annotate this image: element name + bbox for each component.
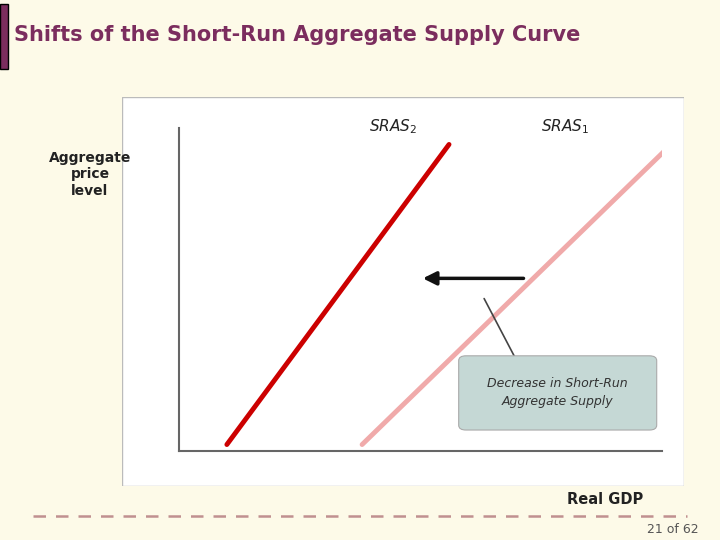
Text: Real GDP: Real GDP bbox=[567, 492, 643, 507]
Text: $SRAS_1$: $SRAS_1$ bbox=[541, 118, 589, 137]
Text: Aggregate
price
level: Aggregate price level bbox=[49, 151, 131, 198]
FancyBboxPatch shape bbox=[122, 97, 684, 486]
Text: Decrease in Short-Run
Aggregate Supply: Decrease in Short-Run Aggregate Supply bbox=[487, 377, 628, 408]
Text: Shifts of the Short-Run Aggregate Supply Curve: Shifts of the Short-Run Aggregate Supply… bbox=[14, 25, 581, 45]
Text: 21 of 62: 21 of 62 bbox=[647, 523, 698, 536]
Text: $SRAS_2$: $SRAS_2$ bbox=[369, 118, 418, 137]
FancyBboxPatch shape bbox=[459, 356, 657, 430]
FancyBboxPatch shape bbox=[0, 4, 8, 69]
